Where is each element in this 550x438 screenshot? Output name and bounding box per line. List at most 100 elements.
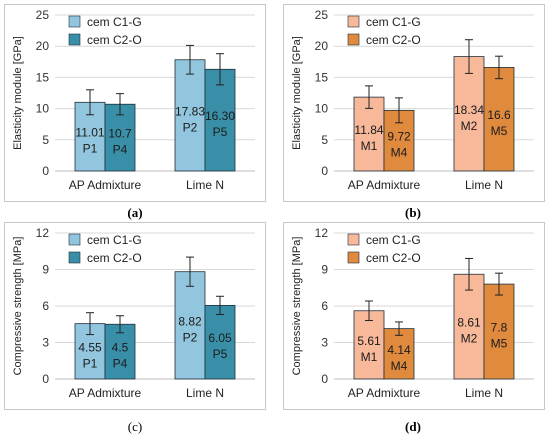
chart-panel-c: 0 3 6 9 12 Compressive strength [MPa] AP Admix… — [4, 222, 266, 410]
y-tick-label: 0 — [42, 372, 49, 386]
y-tick-label: 3 — [42, 336, 49, 350]
y-tick-label: 25 — [315, 8, 329, 22]
y-tick-label: 12 — [315, 226, 329, 240]
data-label: 18.34 — [454, 103, 484, 117]
y-axis-label: Elasticity module [GPa] — [12, 36, 24, 150]
y-tick-label: 0 — [321, 372, 328, 386]
y-axis-label: Compressive strength [MPa] — [291, 237, 303, 376]
y-tick-label: 9 — [42, 263, 49, 277]
y-tick-label: 10 — [315, 102, 329, 116]
bar — [104, 323, 136, 380]
legend-label: cem C1-G — [366, 233, 421, 247]
bar — [483, 283, 515, 380]
x-category-label: Lime N — [186, 386, 224, 400]
x-category-label: Lime N — [465, 178, 503, 192]
bar-code-label: M1 — [361, 350, 378, 364]
bar — [174, 59, 206, 172]
chart-panel-a: 0 5 10 15 20 25 Elasticity module [GPa] AP Admi… — [4, 4, 266, 202]
bar — [104, 103, 136, 172]
bar-code-label: P4 — [113, 357, 128, 371]
y-axis-label: Compressive strength [MPa] — [12, 237, 24, 376]
chart-svg-a: 0 5 10 15 20 25 Elasticity module [GPa] AP Admi… — [12, 8, 255, 192]
data-label: 4.14 — [387, 343, 411, 357]
legend-swatch — [68, 15, 81, 28]
data-label: 17.83 — [175, 104, 205, 118]
bar-code-label: P5 — [213, 125, 228, 139]
chart-svg-c: 0 3 6 9 12 Compressive strength [MPa] AP Admix… — [12, 226, 255, 400]
data-label: 9.72 — [387, 130, 411, 144]
data-label: 11.84 — [354, 123, 383, 137]
bar-code-label: M2 — [461, 332, 478, 346]
bar — [204, 68, 236, 172]
legend-label: cem C2-O — [366, 33, 421, 47]
data-label: 16.30 — [205, 109, 235, 123]
legend-swatch — [347, 33, 360, 46]
bar-code-label: P4 — [113, 143, 128, 157]
chart-panel-b: 0 5 10 15 20 25 Elasticity module [GPa] AP Admi… — [283, 4, 545, 202]
data-label: 7.8 — [491, 321, 508, 335]
legend-swatch — [347, 251, 360, 264]
x-category-label: Lime N — [186, 178, 224, 192]
data-label: 8.61 — [457, 316, 481, 330]
bar — [383, 328, 415, 380]
y-tick-label: 3 — [321, 336, 328, 350]
caption-d: (d) — [405, 419, 421, 434]
legend-swatch — [347, 15, 360, 28]
data-label: 8.82 — [178, 314, 202, 328]
bar-code-label: M2 — [461, 119, 478, 133]
x-category-label: AP Admixture — [348, 386, 421, 400]
data-label: 5.61 — [357, 334, 381, 348]
chart-svg-d: 0 3 6 9 12 Compressive strength [MPa] AP Admix… — [291, 226, 534, 400]
bar — [174, 271, 206, 380]
bar — [453, 56, 485, 172]
x-category-label: AP Admixture — [69, 386, 142, 400]
chart-svg-b: 0 5 10 15 20 25 Elasticity module [GPa] AP Admi… — [291, 8, 534, 192]
legend-label: cem C2-O — [366, 251, 421, 265]
bar-code-label: M5 — [491, 124, 508, 138]
caption-a: (a) — [127, 205, 143, 220]
y-tick-label: 12 — [36, 226, 50, 240]
bar-code-label: M1 — [361, 139, 378, 153]
y-axis-label: Elasticity module [GPa] — [291, 36, 303, 150]
legend-label: cem C1-G — [87, 233, 142, 247]
y-tick-label: 15 — [36, 70, 50, 84]
y-tick-label: 6 — [321, 299, 328, 313]
legend-swatch — [347, 233, 360, 246]
legend-swatch — [68, 33, 81, 46]
legend-label: cem C1-G — [366, 15, 421, 29]
y-tick-label: 10 — [36, 102, 50, 116]
legend-swatch — [68, 233, 81, 246]
bar-code-label: P1 — [83, 356, 98, 370]
legend-label: cem C1-G — [87, 15, 142, 29]
y-tick-label: 9 — [321, 263, 328, 277]
bar-code-label: P1 — [83, 142, 98, 156]
x-category-label: AP Admixture — [348, 178, 421, 192]
data-label: 16.6 — [487, 108, 511, 122]
y-tick-label: 6 — [42, 299, 49, 313]
caption-b: (b) — [405, 205, 421, 220]
x-category-label: AP Admixture — [69, 178, 142, 192]
bar-code-label: M4 — [391, 359, 408, 373]
bar-code-label: P2 — [183, 120, 198, 134]
data-label: 10.7 — [108, 127, 132, 141]
legend-label: cem C2-O — [87, 33, 142, 47]
bar — [353, 310, 385, 380]
x-category-label: Lime N — [465, 386, 503, 400]
caption-c: (c) — [127, 419, 143, 434]
data-label: 6.05 — [208, 331, 232, 345]
bar-code-label: M5 — [491, 337, 508, 351]
data-label: 4.55 — [78, 340, 102, 354]
bar-code-label: M4 — [391, 146, 408, 160]
legend-swatch — [68, 251, 81, 264]
bar-code-label: P2 — [183, 330, 198, 344]
data-label: 11.01 — [75, 126, 104, 140]
data-label: 4.5 — [112, 341, 129, 355]
y-tick-label: 5 — [321, 133, 328, 147]
y-tick-label: 5 — [42, 133, 49, 147]
y-tick-label: 0 — [42, 164, 49, 178]
y-tick-label: 20 — [36, 39, 50, 53]
y-tick-label: 15 — [315, 70, 329, 84]
y-tick-label: 0 — [321, 164, 328, 178]
legend-label: cem C2-O — [87, 251, 142, 265]
y-tick-label: 25 — [36, 8, 50, 22]
